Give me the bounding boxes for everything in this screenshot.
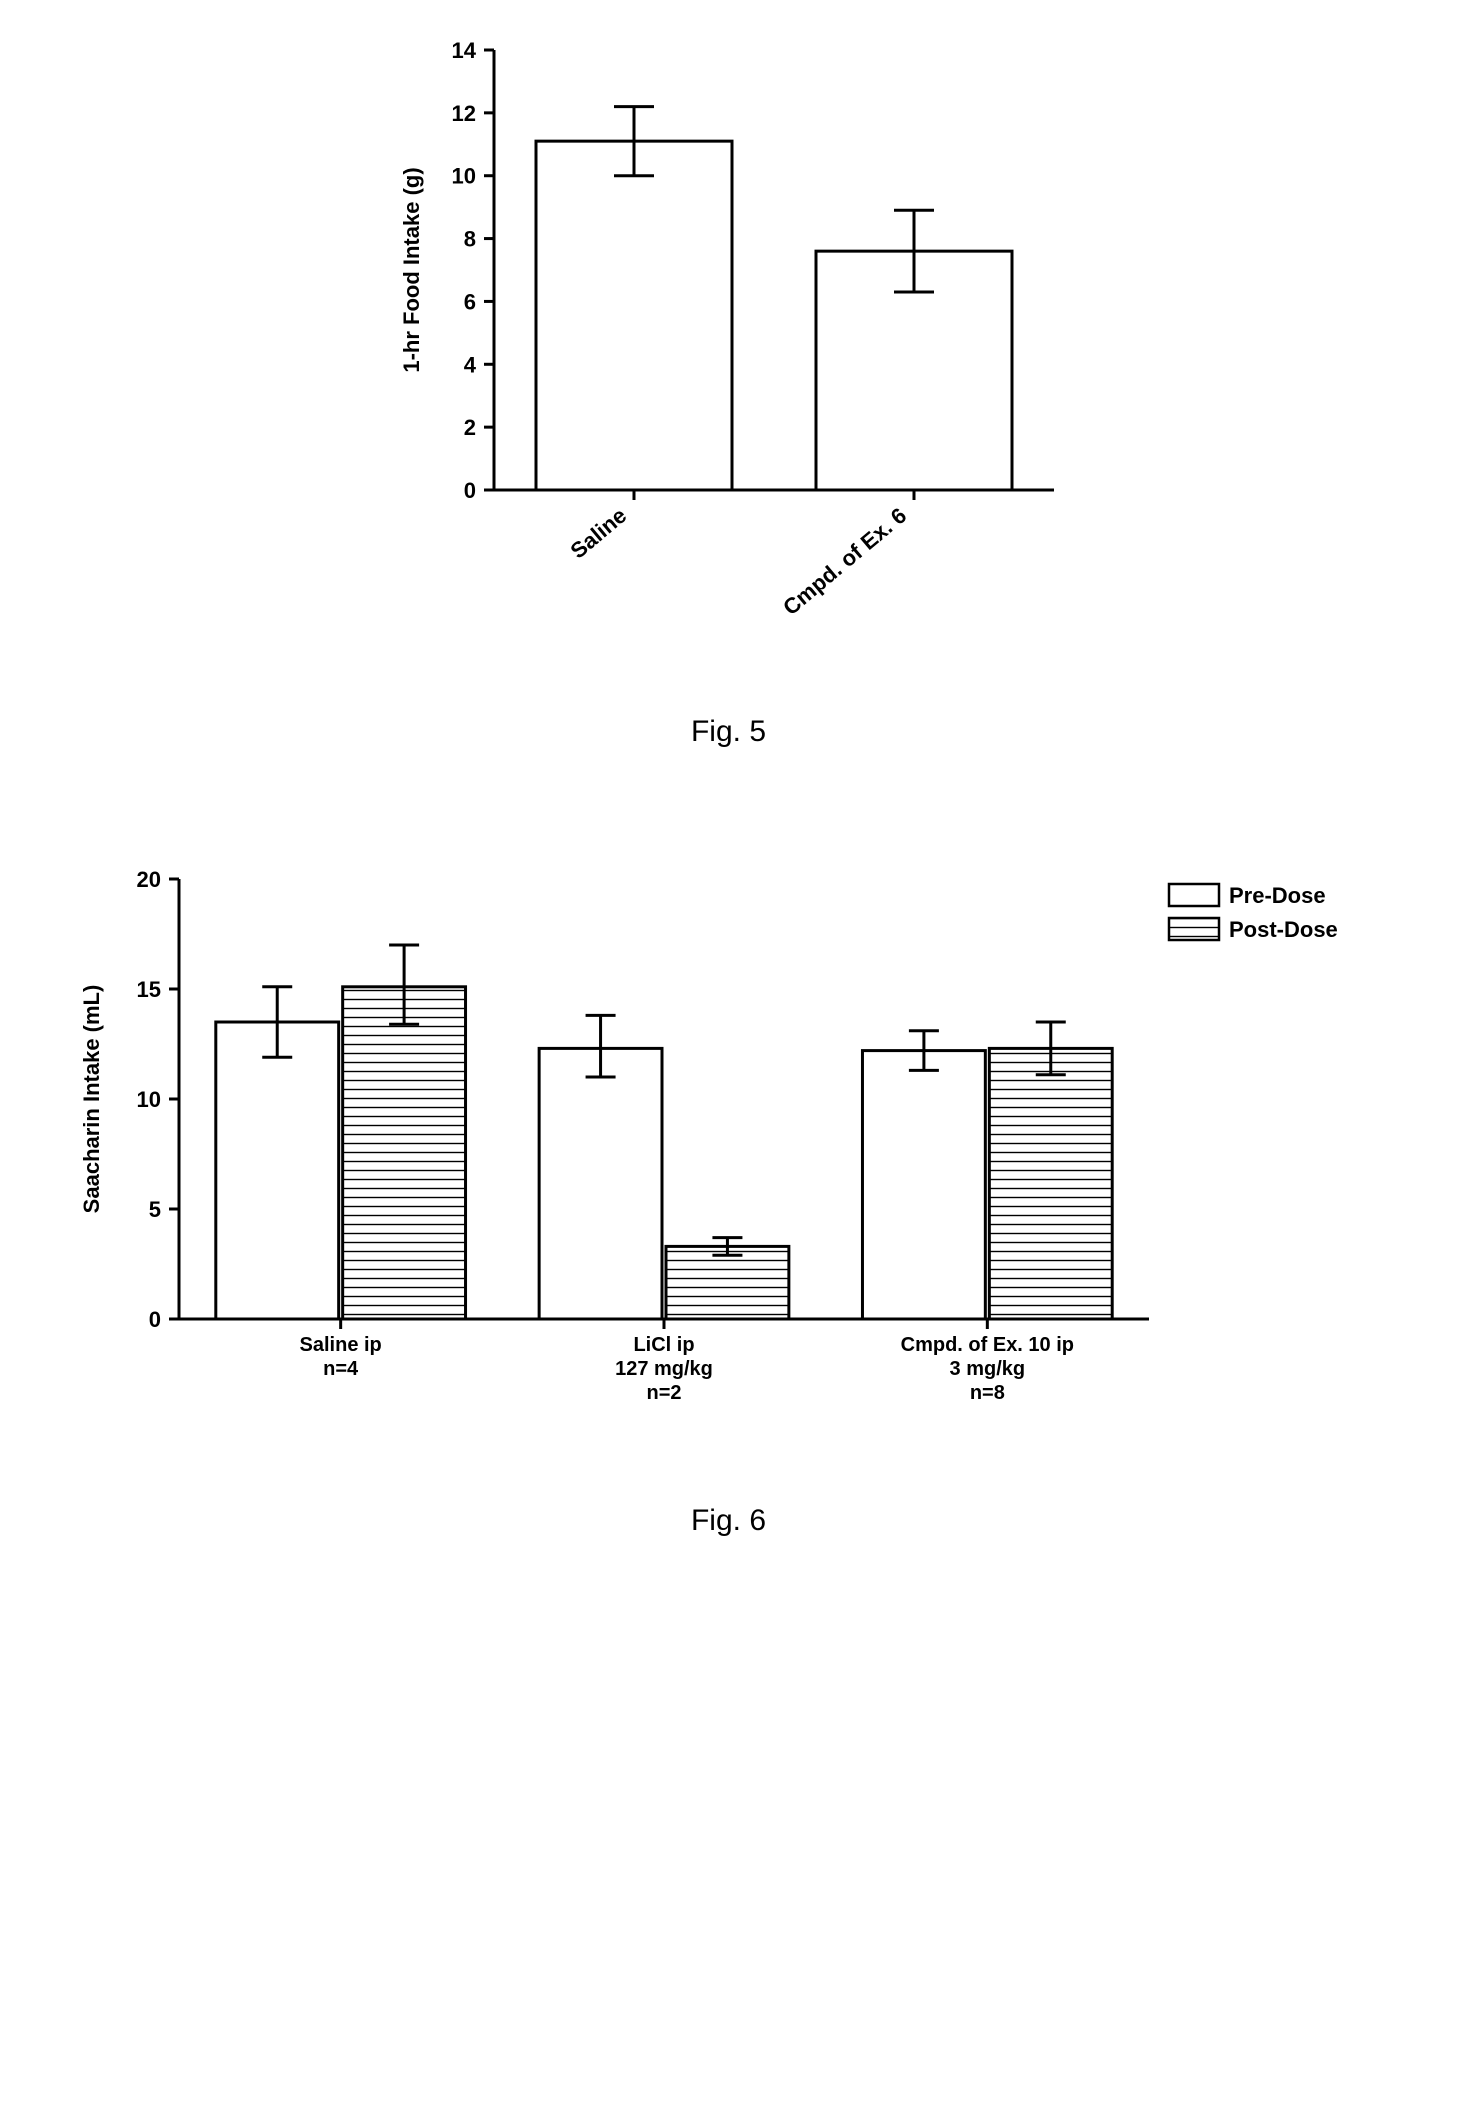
svg-text:20: 20 <box>136 869 160 892</box>
svg-text:14: 14 <box>451 40 476 63</box>
figure-5: 0 2 4 6 8 10 12 14 1-hr Food Intake (g) Saline Cmp… <box>40 40 1417 749</box>
fig5-chart: 0 2 4 6 8 10 12 14 1-hr Food Intake (g) Saline Cmp… <box>374 40 1084 695</box>
svg-text:127 mg/kg: 127 mg/kg <box>615 1358 713 1380</box>
svg-text:4: 4 <box>463 352 476 377</box>
svg-text:Saline: Saline <box>565 503 631 564</box>
svg-text:5: 5 <box>148 1197 160 1222</box>
svg-text:Saacharin Intake (mL): Saacharin Intake (mL) <box>79 985 104 1214</box>
svg-text:8: 8 <box>463 227 475 252</box>
svg-text:12: 12 <box>451 101 475 126</box>
svg-text:10: 10 <box>451 164 475 189</box>
svg-text:Cmpd. of Ex. 6: Cmpd. of Ex. 6 <box>778 503 911 620</box>
svg-text:6: 6 <box>463 289 475 314</box>
svg-text:Post-Dose: Post-Dose <box>1229 917 1338 942</box>
fig6-chart: 05101520Saacharin Intake (mL)Saline ipn=… <box>49 869 1409 1484</box>
svg-text:Pre-Dose: Pre-Dose <box>1229 883 1326 908</box>
svg-text:0: 0 <box>463 478 475 503</box>
svg-text:LiCl ip: LiCl ip <box>633 1334 694 1356</box>
svg-text:3 mg/kg: 3 mg/kg <box>949 1358 1025 1380</box>
fig6-caption: Fig. 6 <box>691 1504 766 1538</box>
svg-text:n=8: n=8 <box>969 1382 1004 1404</box>
figure-6: 05101520Saacharin Intake (mL)Saline ipn=… <box>40 869 1417 1538</box>
fig6-svg: 05101520Saacharin Intake (mL)Saline ipn=… <box>49 869 1409 1479</box>
svg-text:10: 10 <box>136 1087 160 1112</box>
svg-text:Saline ip: Saline ip <box>299 1334 381 1356</box>
svg-text:2: 2 <box>463 415 475 440</box>
svg-text:Cmpd. of Ex. 10 ip: Cmpd. of Ex. 10 ip <box>900 1334 1073 1356</box>
fig5-svg: 0 2 4 6 8 10 12 14 1-hr Food Intake (g) Saline Cmp… <box>374 40 1084 690</box>
fig5-caption: Fig. 5 <box>691 715 766 749</box>
svg-text:15: 15 <box>136 977 160 1002</box>
svg-text:n=4: n=4 <box>323 1358 359 1380</box>
svg-text:0: 0 <box>148 1307 160 1332</box>
svg-text:1-hr Food Intake (g): 1-hr Food Intake (g) <box>399 167 424 372</box>
svg-text:n=2: n=2 <box>646 1382 681 1404</box>
